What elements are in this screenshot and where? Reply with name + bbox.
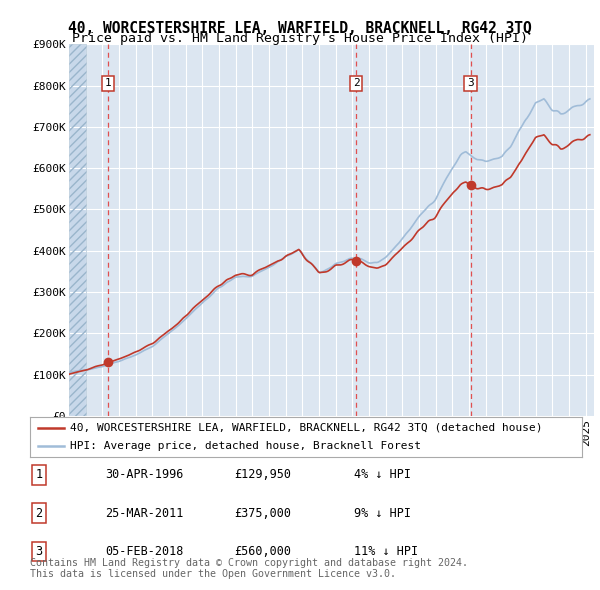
Text: £129,950: £129,950 bbox=[234, 468, 291, 481]
Text: 4% ↓ HPI: 4% ↓ HPI bbox=[354, 468, 411, 481]
Text: 05-FEB-2018: 05-FEB-2018 bbox=[105, 545, 184, 558]
Text: Contains HM Land Registry data © Crown copyright and database right 2024.
This d: Contains HM Land Registry data © Crown c… bbox=[30, 558, 468, 579]
Text: Price paid vs. HM Land Registry's House Price Index (HPI): Price paid vs. HM Land Registry's House … bbox=[72, 32, 528, 45]
Text: 11% ↓ HPI: 11% ↓ HPI bbox=[354, 545, 418, 558]
Text: 30-APR-1996: 30-APR-1996 bbox=[105, 468, 184, 481]
Text: 1: 1 bbox=[104, 78, 111, 88]
Text: 9% ↓ HPI: 9% ↓ HPI bbox=[354, 507, 411, 520]
Text: HPI: Average price, detached house, Bracknell Forest: HPI: Average price, detached house, Brac… bbox=[70, 441, 421, 451]
Text: 2: 2 bbox=[35, 507, 43, 520]
Bar bbox=[69, 44, 86, 416]
Text: £560,000: £560,000 bbox=[234, 545, 291, 558]
Bar bbox=[69, 44, 86, 416]
Text: £375,000: £375,000 bbox=[234, 507, 291, 520]
Text: 25-MAR-2011: 25-MAR-2011 bbox=[105, 507, 184, 520]
Text: 1: 1 bbox=[35, 468, 43, 481]
Text: 3: 3 bbox=[35, 545, 43, 558]
Text: 40, WORCESTERSHIRE LEA, WARFIELD, BRACKNELL, RG42 3TQ (detached house): 40, WORCESTERSHIRE LEA, WARFIELD, BRACKN… bbox=[70, 423, 542, 433]
Text: 3: 3 bbox=[467, 78, 474, 88]
Text: 40, WORCESTERSHIRE LEA, WARFIELD, BRACKNELL, RG42 3TQ: 40, WORCESTERSHIRE LEA, WARFIELD, BRACKN… bbox=[68, 21, 532, 35]
Text: 2: 2 bbox=[353, 78, 359, 88]
